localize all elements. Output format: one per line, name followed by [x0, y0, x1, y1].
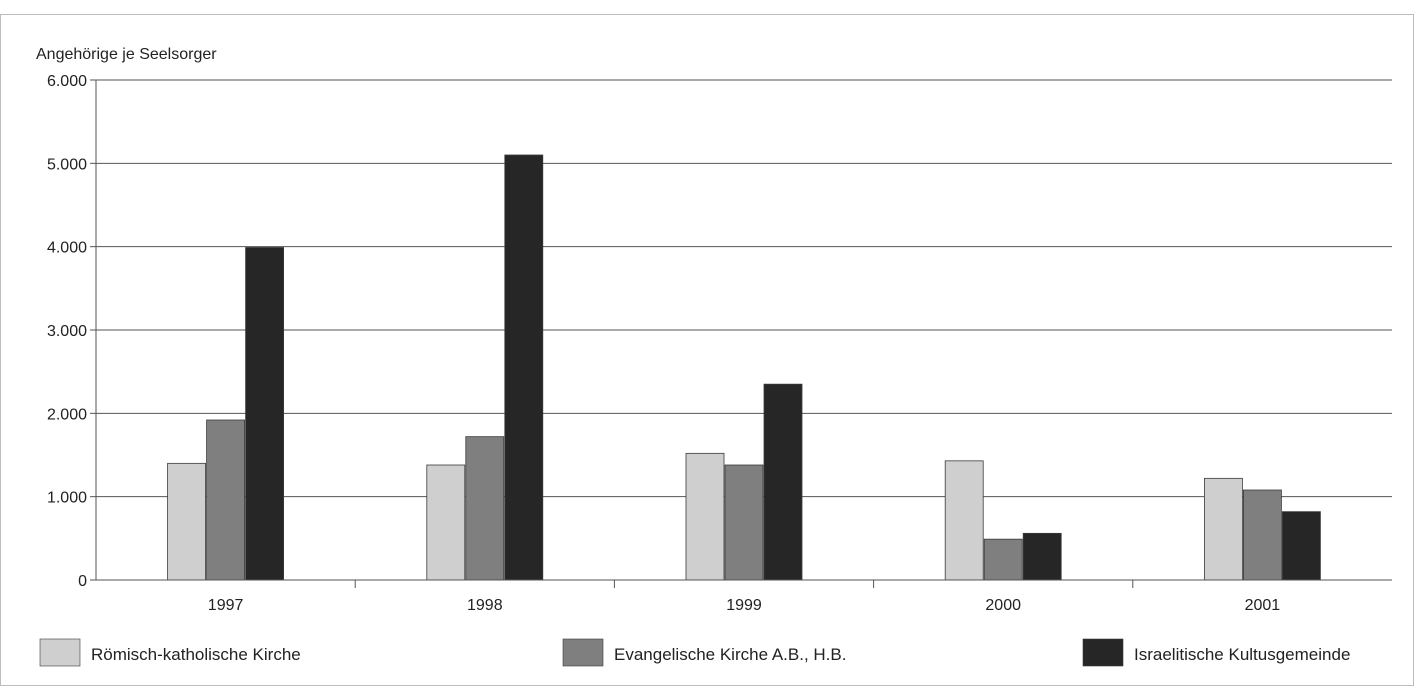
- bars: [167, 154, 1321, 581]
- bar: [504, 154, 544, 581]
- y-tick-label: 4.000: [47, 240, 87, 257]
- chart-frame: [0, 14, 1414, 686]
- bar: [426, 464, 466, 581]
- gridlines: [95, 79, 1392, 581]
- y-axis-ticks: 0 1.000 2.000 3.000 4.000 5.000 6.000: [47, 73, 96, 590]
- x-tick-label: 1998: [467, 597, 503, 614]
- x-tick-label: 1999: [726, 597, 762, 614]
- bar: [763, 383, 803, 581]
- bar: [1243, 489, 1282, 581]
- y-tick-label: 6.000: [47, 73, 87, 90]
- bar: [167, 462, 207, 581]
- y-tick-label: 0: [78, 573, 87, 590]
- bar: [685, 452, 725, 581]
- legend-label: Evangelische Kirche A.B., H.B.: [614, 645, 846, 664]
- legend-swatch: [562, 638, 604, 667]
- legend: Römisch-katholische Kirche Evangelische K…: [39, 638, 1350, 667]
- bar: [206, 419, 246, 581]
- legend-item: Israelitische Kultusgemeinde: [1082, 638, 1350, 667]
- bar: [1282, 511, 1321, 581]
- legend-item: Römisch-katholische Kirche: [39, 638, 301, 667]
- y-tick-label: 2.000: [47, 406, 87, 423]
- legend-label: Römisch-katholische Kirche: [91, 645, 301, 664]
- x-axis-ticks: 1997 1998 1999 2000 2001: [96, 579, 1392, 614]
- bar: [1022, 532, 1062, 581]
- x-tick-label: 1997: [208, 597, 244, 614]
- bar: [465, 436, 505, 581]
- y-tick-label: 1.000: [47, 490, 87, 507]
- x-tick-label: 2001: [1245, 597, 1281, 614]
- legend-swatch: [39, 638, 81, 667]
- legend-swatch: [1082, 638, 1124, 667]
- y-tick-label: 3.000: [47, 323, 87, 340]
- y-axis-label: Angehörige je Seelsorger: [36, 46, 217, 63]
- bar: [245, 247, 285, 581]
- bar: [983, 538, 1023, 581]
- legend-item: Evangelische Kirche A.B., H.B.: [562, 638, 846, 667]
- x-tick-label: 2000: [985, 597, 1021, 614]
- bar: [724, 464, 764, 581]
- y-tick-label: 5.000: [47, 156, 87, 173]
- legend-label: Israelitische Kultusgemeinde: [1134, 645, 1350, 664]
- bar: [944, 460, 984, 581]
- bar: [1204, 477, 1243, 581]
